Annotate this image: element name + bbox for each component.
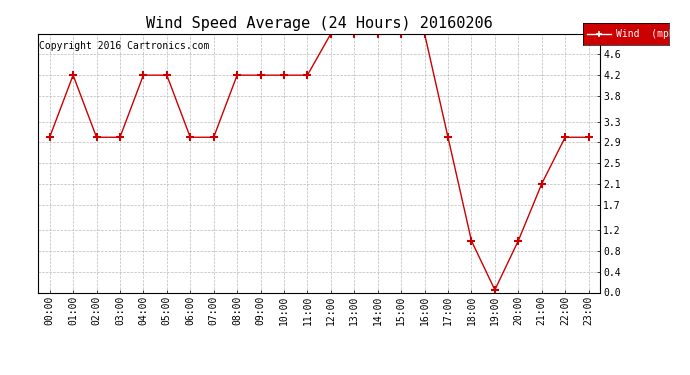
Text: Copyright 2016 Cartronics.com: Copyright 2016 Cartronics.com [39, 41, 210, 51]
Text: Wind  (mph): Wind (mph) [615, 29, 680, 39]
Title: Wind Speed Average (24 Hours) 20160206: Wind Speed Average (24 Hours) 20160206 [146, 16, 493, 31]
